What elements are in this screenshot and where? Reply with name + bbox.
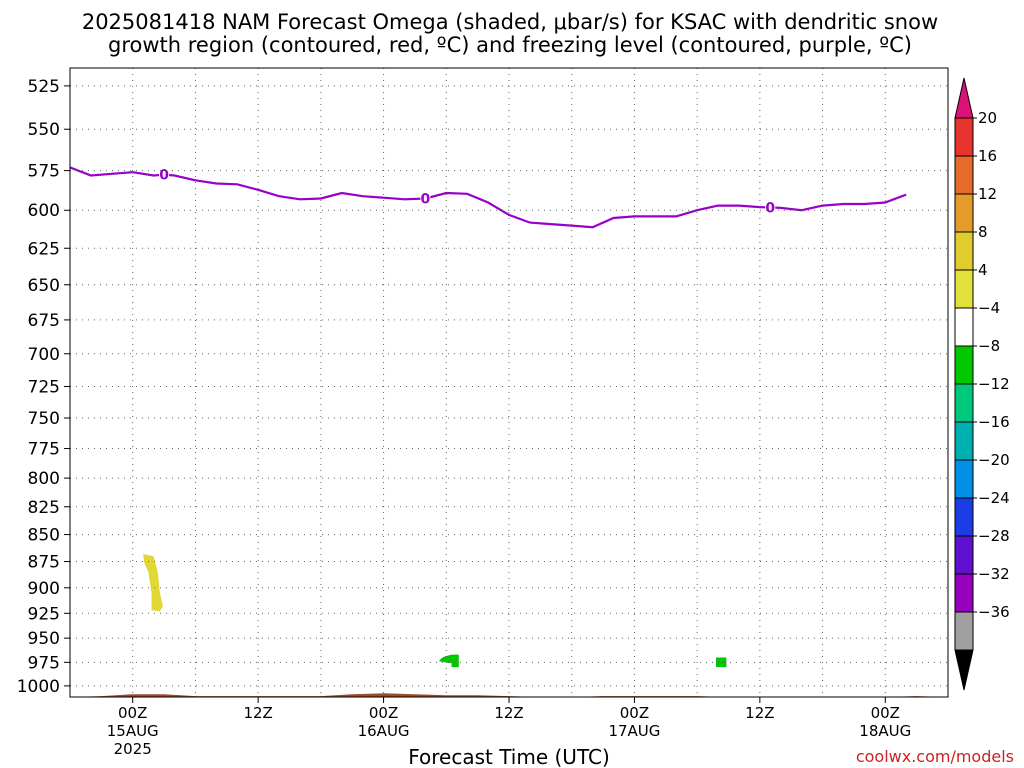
gridlines <box>69 67 949 698</box>
x-tick-label: 16AUG <box>358 722 410 740</box>
colorbar-swatch <box>954 611 974 651</box>
y-tick-label: 675 <box>28 311 60 331</box>
y-tick-label: 575 <box>28 162 60 182</box>
colorbar-tick-label: 16 <box>978 147 997 165</box>
y-tick-label: 825 <box>28 498 60 518</box>
y-tick-label: 900 <box>28 579 60 599</box>
colorbar-tick-label: −12 <box>978 375 1010 393</box>
y-tick-label: 950 <box>28 629 60 649</box>
y-tick-label: 875 <box>28 553 60 573</box>
colorbar-tick-label: −4 <box>978 299 1000 317</box>
colorbar-swatch <box>954 383 974 423</box>
colorbar-swatch <box>954 345 974 385</box>
colorbar-top-cap <box>954 77 974 119</box>
plot-area: 0 0 0 <box>70 166 948 697</box>
colorbar-swatch <box>954 459 974 499</box>
freezing-level-contour-label: 0 <box>421 192 431 208</box>
colorbar-swatch <box>954 117 974 157</box>
colorbar-swatch <box>954 421 974 461</box>
chart-title-line-2: growth region (contoured, red, ºC) and f… <box>108 33 912 57</box>
x-tick-label: 00Z <box>369 704 398 722</box>
x-tick-label: 18AUG <box>859 722 911 740</box>
omega-shaded-region-2 <box>439 654 459 668</box>
colorbar-tick-label: −16 <box>978 413 1010 431</box>
colorbar-tick-label: −20 <box>978 451 1010 469</box>
freezing-level-label-bg <box>765 199 776 214</box>
y-tick-label: 625 <box>28 239 60 259</box>
y-tick-label: 750 <box>28 409 60 429</box>
omega-shaded-region-3 <box>716 657 727 668</box>
y-tick-label: 850 <box>28 526 60 546</box>
y-tick-label: 925 <box>28 604 60 624</box>
y-tick-label: 600 <box>28 201 60 221</box>
x-tick-label: 17AUG <box>608 722 660 740</box>
colorbar-swatch <box>954 193 974 233</box>
y-tick-label: 700 <box>28 345 60 365</box>
chart-title-line-1: 2025081418 NAM Forecast Omega (shaded, μ… <box>82 10 938 34</box>
freezing-level-label-bg <box>159 166 170 181</box>
colorbar-swatch <box>954 269 974 309</box>
freezing-level-line <box>70 166 907 229</box>
colorbar-tick-label: 12 <box>978 185 997 203</box>
colorbar-tick-label: −8 <box>978 337 1000 355</box>
colorbar-tick-label: 4 <box>978 261 988 279</box>
colorbar-tick-label: −32 <box>978 565 1010 583</box>
x-axis-label: Forecast Time (UTC) <box>408 745 610 768</box>
x-tick-label: 00Z <box>871 704 900 722</box>
y-tick-label: 725 <box>28 377 60 397</box>
colorbar-tick-label: −36 <box>978 603 1010 621</box>
y-tick-label: 975 <box>28 653 60 673</box>
colorbar-swatch <box>954 231 974 271</box>
colorbar-swatch <box>954 155 974 195</box>
colorbar-tick-label: −24 <box>978 489 1010 507</box>
y-tick-label: 800 <box>28 469 60 489</box>
x-tick-label: 12Z <box>494 704 523 722</box>
colorbar-swatch <box>954 307 974 347</box>
freezing-level-label-bg <box>420 190 431 205</box>
x-tick-label: 00Z <box>118 704 147 722</box>
colorbar-swatch <box>954 573 974 613</box>
y-tick-label: 775 <box>28 440 60 460</box>
colorbar-swatch <box>954 497 974 537</box>
colorbar-tick-label: 8 <box>978 223 988 241</box>
colorbar-tick-label: 20 <box>978 109 997 127</box>
omega-shaded-region-1 <box>143 554 163 612</box>
y-tick-label: 1000 <box>17 677 60 697</box>
x-tick-label: 2025 <box>114 740 152 758</box>
y-tick-label: 550 <box>28 120 60 140</box>
credit-link[interactable]: coolwx.com/models <box>856 747 1014 766</box>
colorbar: 20 16 12 8 4 −4 −8 −12 −16 −20 −24 −28 −32 −36 <box>954 77 1010 691</box>
y-tick-label: 525 <box>28 77 60 97</box>
colorbar-bottom-cap <box>954 649 974 691</box>
x-tick-label: 00Z <box>620 704 649 722</box>
x-tick-label: 12Z <box>243 704 272 722</box>
freezing-level-contour-label: 0 <box>765 201 775 217</box>
freezing-level-contour-label: 0 <box>159 168 169 184</box>
x-tick-label: 12Z <box>745 704 774 722</box>
colorbar-tick-label: −28 <box>978 527 1010 545</box>
y-tick-label: 650 <box>28 276 60 296</box>
colorbar-swatch <box>954 535 974 575</box>
y-axis-ticks: 525 550 575 600 625 650 675 700 725 750 775 800 825 8… <box>17 77 70 697</box>
x-tick-label: 15AUG <box>107 722 159 740</box>
